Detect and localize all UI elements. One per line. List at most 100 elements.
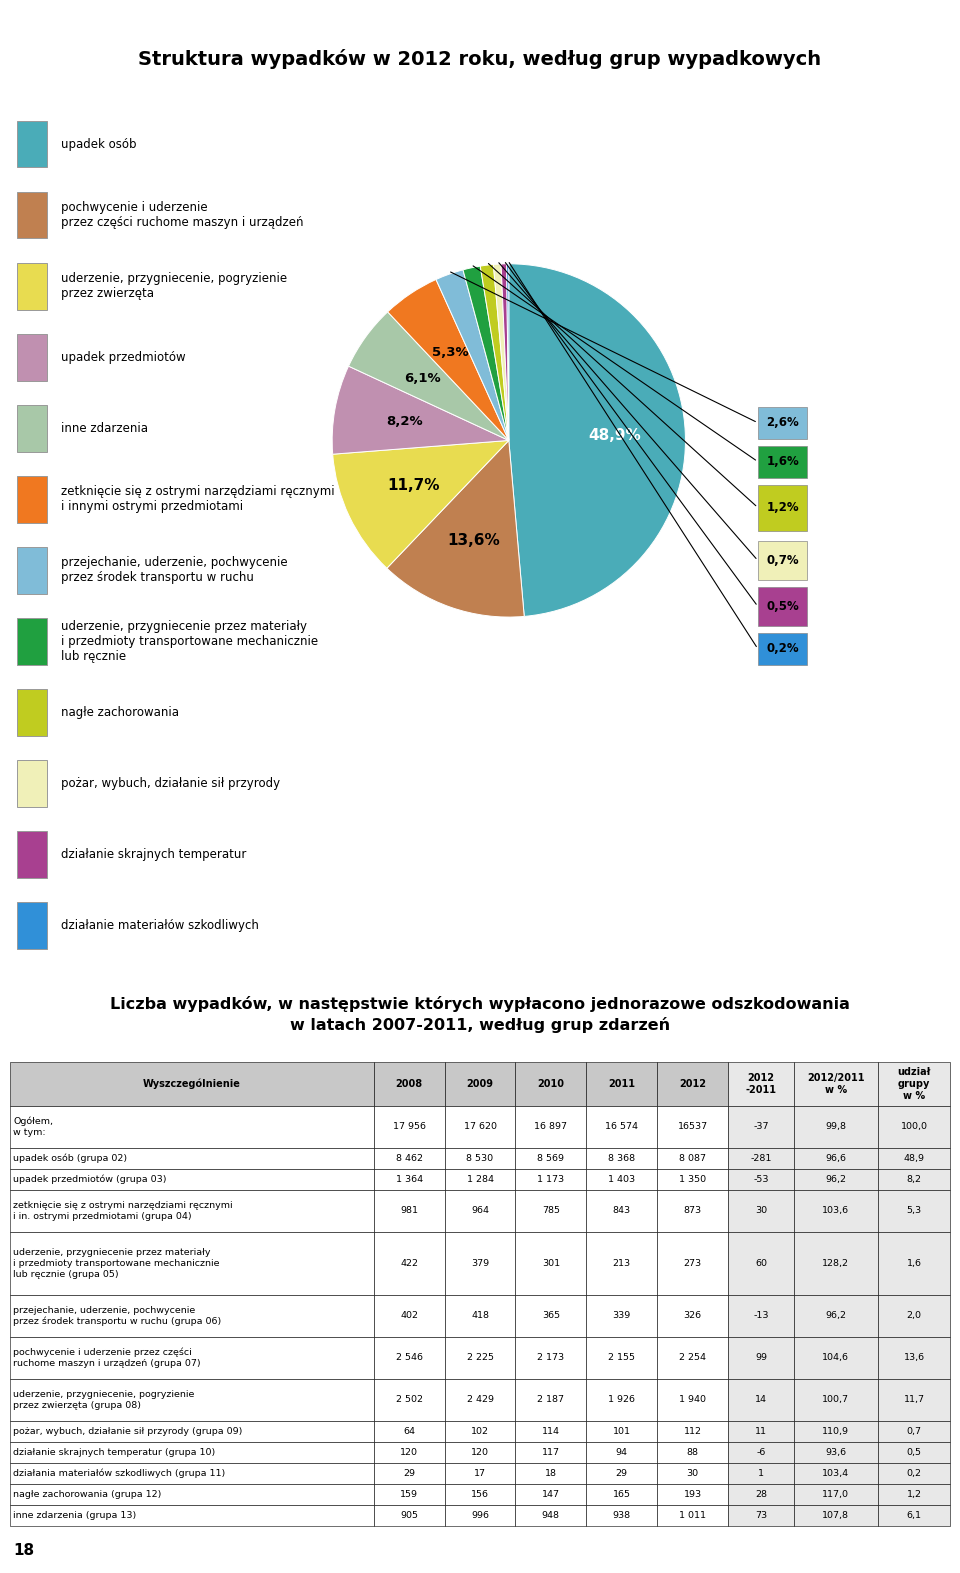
Bar [373, 1189, 444, 1232]
Text: przejechanie, uderzenie, pochwycenie
przez środek transportu w ruchu (grupa 06): przejechanie, uderzenie, pochwycenie prz… [13, 1306, 222, 1326]
Text: 326: 326 [684, 1312, 702, 1320]
FancyBboxPatch shape [16, 831, 47, 878]
Text: 1 284: 1 284 [467, 1175, 493, 1184]
Bar [10, 1295, 373, 1337]
Bar [728, 1106, 794, 1148]
Text: 8 569: 8 569 [538, 1155, 564, 1162]
Wedge shape [388, 280, 509, 440]
Text: nagłe zachorowania (grupa 12): nagłe zachorowania (grupa 12) [13, 1490, 161, 1499]
Text: 48,9%: 48,9% [588, 428, 641, 444]
Text: 301: 301 [541, 1258, 560, 1268]
Text: pożar, wybuch, działanie sił przyrody (grupa 09): pożar, wybuch, działanie sił przyrody (g… [13, 1427, 243, 1436]
Bar [10, 1232, 373, 1295]
Text: 948: 948 [541, 1510, 560, 1520]
Bar [444, 1483, 516, 1505]
Text: 2012
-2011: 2012 -2011 [746, 1073, 777, 1095]
Bar [444, 1380, 516, 1420]
FancyBboxPatch shape [16, 547, 47, 593]
Text: 0,7%: 0,7% [766, 554, 799, 566]
Bar [444, 1295, 516, 1337]
Text: 94: 94 [615, 1447, 628, 1457]
Text: 422: 422 [400, 1258, 419, 1268]
Text: 8 530: 8 530 [467, 1155, 493, 1162]
Bar [373, 1380, 444, 1420]
Text: 110,9: 110,9 [823, 1427, 850, 1436]
Bar [728, 1483, 794, 1505]
Bar [10, 1189, 373, 1232]
Bar [373, 1062, 444, 1106]
Text: 1 173: 1 173 [538, 1175, 564, 1184]
Bar [10, 1169, 373, 1189]
Text: 418: 418 [471, 1312, 489, 1320]
Bar [877, 1148, 950, 1169]
Bar [444, 1062, 516, 1106]
Text: 5,3%: 5,3% [431, 346, 468, 359]
Text: działanie skrajnych temperatur (grupa 10): działanie skrajnych temperatur (grupa 10… [13, 1447, 216, 1457]
Bar [587, 1505, 658, 1526]
Bar [658, 1106, 728, 1148]
FancyBboxPatch shape [16, 477, 47, 522]
Text: 96,2: 96,2 [826, 1312, 847, 1320]
Text: 100,7: 100,7 [823, 1395, 850, 1405]
Text: 2 225: 2 225 [467, 1353, 493, 1362]
Text: 14: 14 [755, 1395, 767, 1405]
Wedge shape [463, 266, 509, 440]
Bar [587, 1337, 658, 1380]
Bar [587, 1442, 658, 1463]
Bar [728, 1380, 794, 1420]
Text: 28: 28 [755, 1490, 767, 1499]
Text: 0,5: 0,5 [906, 1447, 922, 1457]
Bar [444, 1337, 516, 1380]
Text: 112: 112 [684, 1427, 702, 1436]
Text: 1,6%: 1,6% [766, 455, 799, 469]
Bar [728, 1148, 794, 1169]
Bar [444, 1106, 516, 1148]
Bar [10, 1148, 373, 1169]
Bar [728, 1337, 794, 1380]
Bar [794, 1463, 877, 1483]
Bar [587, 1232, 658, 1295]
Bar [728, 1442, 794, 1463]
Text: 1 940: 1 940 [679, 1395, 706, 1405]
Bar [658, 1169, 728, 1189]
Text: 88: 88 [686, 1447, 699, 1457]
Text: 843: 843 [612, 1206, 631, 1216]
Wedge shape [436, 271, 509, 440]
Bar [10, 1062, 373, 1106]
Text: 103,4: 103,4 [822, 1469, 850, 1477]
Text: zetknięcie się z ostrymi narzędziami ręcznymi
i innymi ostrymi przedmiotami: zetknięcie się z ostrymi narzędziami ręc… [61, 486, 335, 513]
Text: 102: 102 [471, 1427, 489, 1436]
Bar [794, 1106, 877, 1148]
Text: uderzenie, przygniecenie przez materiały
i przedmioty transportowane mechaniczni: uderzenie, przygniecenie przez materiały… [61, 620, 318, 662]
Text: 100,0: 100,0 [900, 1123, 927, 1131]
Text: uderzenie, przygniecenie przez materiały
i przedmioty transportowane mechaniczni: uderzenie, przygniecenie przez materiały… [13, 1247, 220, 1279]
Bar [877, 1295, 950, 1337]
Bar [877, 1505, 950, 1526]
Bar [10, 1463, 373, 1483]
Bar [794, 1232, 877, 1295]
Bar [373, 1106, 444, 1148]
Bar [444, 1442, 516, 1463]
Wedge shape [509, 264, 685, 617]
Wedge shape [348, 311, 509, 440]
Text: pochwycenie i uderzenie przez części
ruchome maszyn i urządzeń (grupa 07): pochwycenie i uderzenie przez części ruc… [13, 1348, 201, 1369]
Text: 11,7%: 11,7% [387, 478, 440, 494]
Text: 103,6: 103,6 [822, 1206, 850, 1216]
Bar [658, 1062, 728, 1106]
Text: 365: 365 [541, 1312, 560, 1320]
Text: 29: 29 [615, 1469, 628, 1477]
Bar [444, 1148, 516, 1169]
Bar [877, 1463, 950, 1483]
Bar [10, 1505, 373, 1526]
Bar [728, 1189, 794, 1232]
Bar [516, 1189, 587, 1232]
Bar [587, 1106, 658, 1148]
Text: 64: 64 [403, 1427, 415, 1436]
Text: 1,6: 1,6 [906, 1258, 922, 1268]
Bar [373, 1295, 444, 1337]
Text: 6,1: 6,1 [906, 1510, 922, 1520]
Text: 159: 159 [400, 1490, 419, 1499]
Wedge shape [333, 440, 509, 568]
Bar [728, 1420, 794, 1442]
Text: 73: 73 [755, 1510, 767, 1520]
